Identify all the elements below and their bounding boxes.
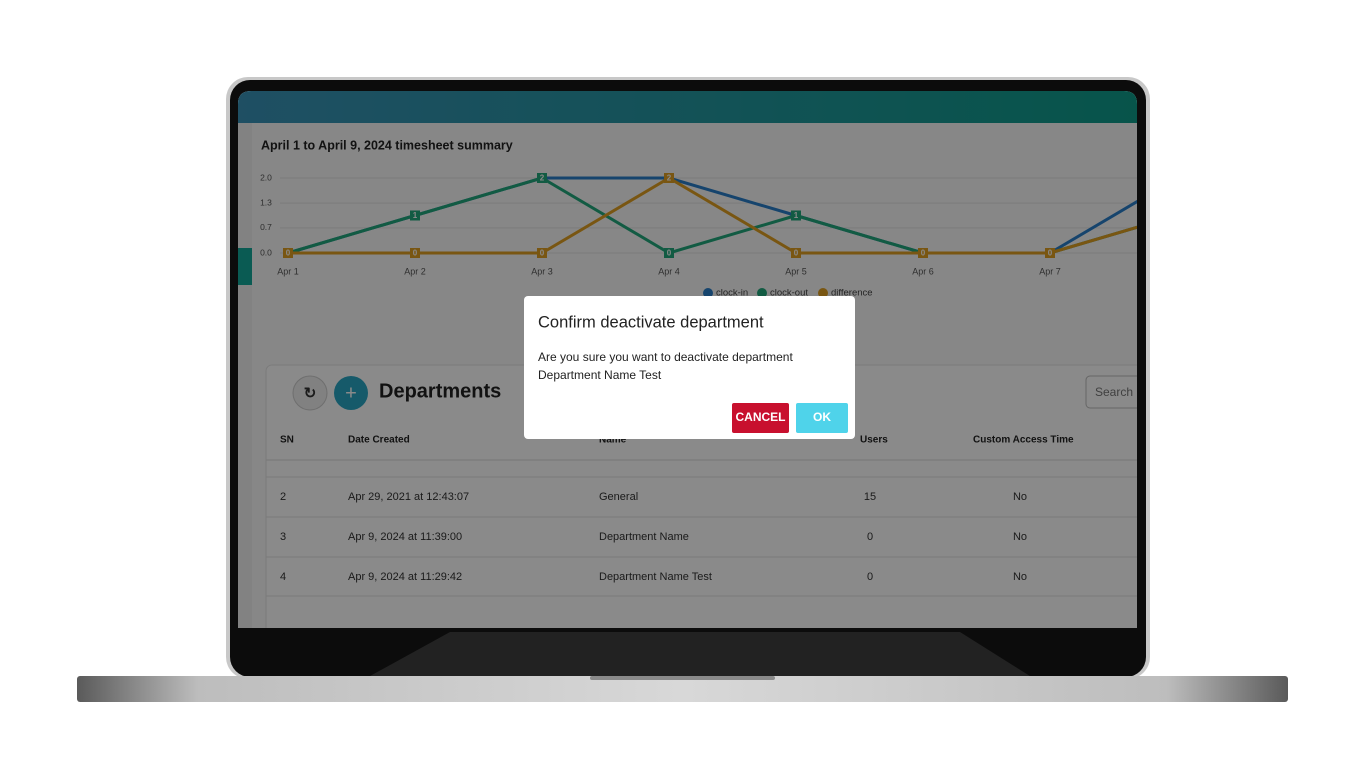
y-tick-label: 1.3 <box>260 197 272 207</box>
x-tick-label: Apr 4 <box>658 266 680 276</box>
table-cell: Department Name <box>599 531 689 543</box>
table-cell: Apr 9, 2024 at 11:29:42 <box>348 571 462 583</box>
refresh-button[interactable] <box>292 375 328 411</box>
refresh-icon: ↻ <box>304 385 317 402</box>
column-header: Date Created <box>348 435 410 446</box>
point-label: 0 <box>540 249 545 258</box>
column-header: SN <box>280 435 294 446</box>
add-button[interactable] <box>334 376 368 410</box>
point-label: 1 <box>1175 211 1180 220</box>
cancel-label: CANCEL <box>736 410 786 424</box>
column-header: Users <box>860 435 888 446</box>
table-cell: No <box>1013 491 1027 503</box>
sidebar-active <box>238 248 252 285</box>
point-label: 2 <box>1175 174 1180 183</box>
y-tick-label: 2.0 <box>260 172 272 182</box>
table-cell: 0 <box>867 571 873 583</box>
x-tick-label: Apr 1 <box>277 266 299 276</box>
legend-label: difference <box>831 288 873 299</box>
point-label-box <box>410 210 420 221</box>
point-label: 2 <box>540 174 545 183</box>
point-label-box <box>791 248 801 258</box>
legend-swatch <box>818 288 828 298</box>
point-label-box <box>664 173 674 183</box>
point-label: 0 <box>413 249 418 258</box>
legend-swatch <box>703 288 713 298</box>
point-label: 0 <box>794 249 799 258</box>
table-cell: 0 <box>867 531 873 543</box>
point-label-box <box>537 248 547 258</box>
cancel-button[interactable] <box>732 403 789 433</box>
chart-title: April 1 to April 9, 2024 timesheet summa… <box>261 138 513 152</box>
y-tick-label: 0.0 <box>260 247 272 257</box>
point-label: 0 <box>286 249 291 258</box>
x-tick-label: Apr 7 <box>1039 266 1061 276</box>
dialog-title: Confirm deactivate department <box>538 313 764 331</box>
search-placeholder: Search <box>1095 385 1133 399</box>
dialog-message-box: Are you sure you want to deactivate depa… <box>538 350 793 382</box>
table-cell: No <box>1013 531 1027 543</box>
point-label: 0 <box>1048 249 1053 258</box>
x-tick-label: Apr 5 <box>785 266 807 276</box>
app-header <box>238 91 1137 123</box>
point-label-box <box>918 248 928 258</box>
table-cell: Apr 29, 2021 at 12:43:07 <box>348 491 469 503</box>
dialog-message: Are you sure you want to deactivate depa… <box>538 350 793 382</box>
add-icon: + <box>345 382 357 404</box>
legend-label: clock-out <box>770 288 808 299</box>
ok-label: OK <box>813 410 831 424</box>
table-cell: Department Name Test <box>599 571 712 583</box>
keyboard-reflection <box>370 632 1030 676</box>
table-cell: 15 <box>864 491 876 503</box>
ok-button[interactable] <box>796 403 848 433</box>
point-label-box <box>1172 173 1182 183</box>
departments-title: Departments <box>379 380 501 402</box>
column-header: Custom Access Time <box>973 435 1074 446</box>
table-cell: 3 <box>280 531 286 543</box>
table-cell: 4 <box>280 571 286 583</box>
notch <box>590 676 775 680</box>
point-label: 0 <box>667 249 672 258</box>
table-cell: 2 <box>280 491 286 503</box>
table-cell: Apr 9, 2024 at 11:39:00 <box>348 531 462 543</box>
point-label: 1 <box>1175 211 1180 220</box>
point-label-box <box>664 248 674 258</box>
point-label: 2 <box>667 174 672 183</box>
point-label: 1 <box>413 211 418 220</box>
point-label: 0 <box>921 249 926 258</box>
point-label-box <box>537 173 547 183</box>
point-label-box <box>1172 211 1182 221</box>
point-label-box <box>283 248 293 258</box>
legend-label: clock-in <box>716 288 748 299</box>
table-cell: General <box>599 491 638 503</box>
x-tick-label: Apr 6 <box>912 266 934 276</box>
point-label-box <box>791 210 801 221</box>
x-tick-label: Apr 3 <box>531 266 553 276</box>
point-label: 1 <box>794 211 799 220</box>
dialog: Confirm deactivate department Are you su… <box>524 296 855 439</box>
point-label-box <box>1172 211 1182 221</box>
x-tick-label: Apr 2 <box>404 266 426 276</box>
series-line <box>288 176 1137 255</box>
legend-swatch <box>757 288 767 298</box>
table-cell: No <box>1013 571 1027 583</box>
laptop-base <box>77 676 1288 702</box>
point-label-box <box>1045 248 1055 258</box>
point-label-box <box>410 248 420 258</box>
search-input[interactable] <box>1085 375 1156 409</box>
column-header: Name <box>599 435 627 446</box>
y-tick-label: 0.7 <box>260 222 272 232</box>
